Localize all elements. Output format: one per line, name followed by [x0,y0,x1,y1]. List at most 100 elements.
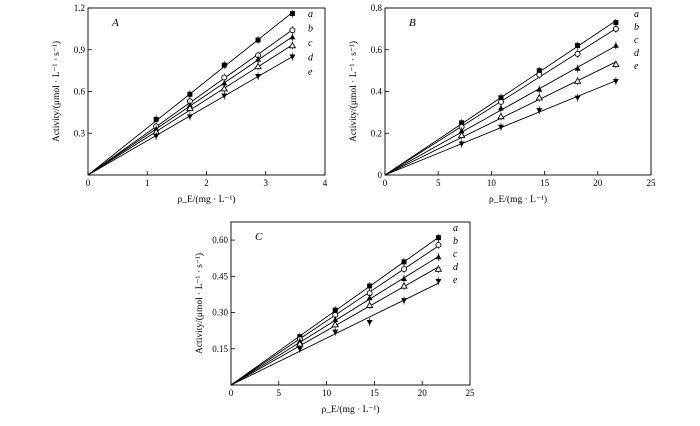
data-point-c [536,86,543,92]
y-tick-label: 0.6 [371,45,383,55]
x-axis-label: ρ_E/(mg · L⁻¹) [322,404,380,415]
y-axis-label: Activity/(μmol · L⁻¹ · s⁻¹) [51,41,62,142]
series-label-a: a [634,9,639,20]
data-point-e [186,114,193,120]
data-point-b [435,241,442,248]
data-point-a [221,62,227,68]
y-axis-label: Activity/(μmol · L⁻¹ · s⁻¹) [348,41,359,142]
data-point-d [535,93,544,101]
series-e: e [384,61,639,176]
x-tick-label: 3 [264,178,269,188]
data-point-c [574,65,581,71]
series-d: d [230,262,459,386]
data-point-d [254,62,262,70]
data-point-e [153,133,160,140]
data-point-a [367,283,373,289]
series-c: c [384,35,639,176]
data-point-c [255,56,262,62]
data-point-a [435,235,441,241]
x-tick-label: 25 [647,178,657,188]
data-point-e [289,54,296,60]
data-point-c [366,295,373,301]
series-label-d: d [308,53,314,64]
data-point-e [497,124,504,130]
x-tick-label: 0 [86,178,91,188]
series-a: a [230,223,458,386]
data-point-d [220,84,229,92]
series-a: a [384,9,639,176]
chart-panel-b: 0 5 10 15 20 25 0 0.2 0.4 0.6 0.8 Bρ_E/(mg · L⁻¹) Ac… [348,3,656,205]
data-point-e [458,141,465,147]
data-point-b [289,27,296,34]
data-point-d [612,60,620,68]
data-point-b [498,98,504,105]
data-point-e [612,78,619,85]
series-a: a [87,9,313,176]
data-point-a [498,95,504,101]
data-point-d [457,131,466,138]
data-point-d [365,301,374,308]
x-tick-label: 10 [487,178,497,188]
data-point-c [332,316,339,322]
x-tick-label: 15 [370,388,380,398]
series-label-e: e [308,67,313,78]
x-tick-label: 0 [383,178,388,188]
series-e: e [87,52,313,176]
series-label-b: b [308,24,313,35]
x-tick-label: 1 [145,178,150,188]
x-axis-label: ρ_E/(mg · L⁻¹) [489,194,547,205]
x-tick-label: 25 [466,388,476,398]
data-point-d [288,41,297,49]
data-point-d [186,104,194,111]
x-tick-label: 0 [229,388,234,398]
series-label-d: d [453,262,459,273]
series-label-c: c [634,35,639,46]
panel-label: A [111,17,119,29]
x-tick-label: 2 [204,178,209,188]
data-point-d [400,282,408,289]
x-tick-label: 4 [323,178,328,188]
y-axis-label: Activity/(μmol · L⁻¹ · s⁻¹) [194,253,205,354]
series-b: b [384,22,639,176]
y-tick-label: 0.60 [212,235,228,245]
data-point-c [458,128,465,134]
data-point-a [289,11,295,17]
panel-label: B [409,17,416,29]
series-label-c: c [453,249,458,260]
series-label-d: d [634,48,640,59]
data-point-d [331,320,339,328]
plot-frame [230,221,471,386]
data-point-e [296,346,303,352]
data-point-c [612,42,619,48]
y-tick-label: 0.15 [212,344,228,354]
series-label-b: b [453,236,458,247]
data-point-c [221,80,228,86]
x-tick-label: 20 [418,388,428,398]
chart-panel-a: 0 1 2 3 4 0.3 0.6 0.9 1.2 Aρ_E/(mg · L⁻¹) Activity… [51,3,328,205]
y-tick-label: 0.3 [74,128,86,138]
data-point-e [221,93,228,99]
y-tick-label: 0.4 [371,87,383,97]
data-point-d [434,265,443,272]
data-point-a [187,91,193,97]
data-point-a [459,120,465,126]
series-label-e: e [453,275,458,286]
y-tick-label: 0.45 [212,271,228,281]
y-tick-label: 1.2 [74,3,85,13]
data-point-e [536,108,543,114]
x-tick-label: 5 [436,178,441,188]
data-point-d [573,77,582,84]
data-point-e [255,73,262,80]
data-point-a [255,37,261,43]
x-tick-label: 20 [593,178,603,188]
data-point-c [435,254,442,260]
series-d: d [384,48,640,176]
data-point-e [366,320,373,326]
y-tick-label: 0.2 [371,128,382,138]
series-label-b: b [634,22,639,33]
series-line-c [384,45,617,176]
data-point-b [612,25,619,32]
data-point-b [536,71,543,78]
x-tick-label: 10 [322,388,332,398]
series-c: c [230,249,458,386]
